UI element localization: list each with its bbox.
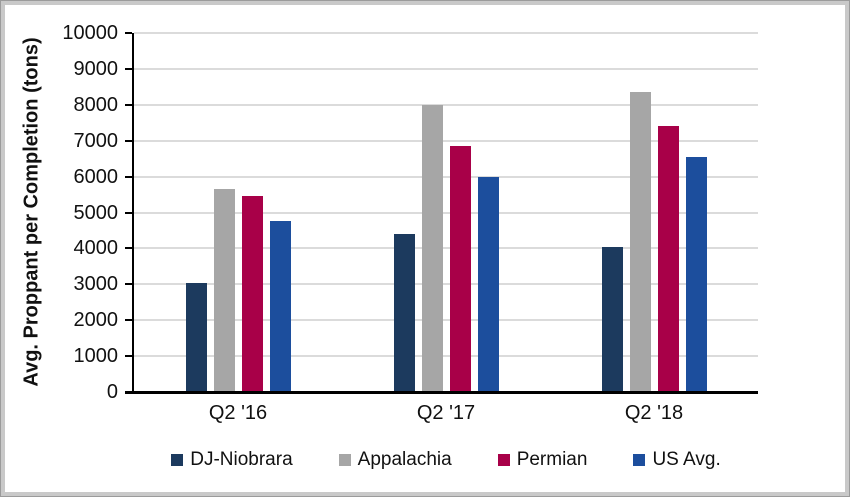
bar-dj-niobrara-q2-18 <box>601 246 623 392</box>
y-tick-mark-9000 <box>125 67 132 70</box>
legend-item-appalachia: Appalachia <box>338 449 452 471</box>
y-tick-mark-8000 <box>125 103 132 106</box>
x-axis-line <box>125 391 758 394</box>
gridline-4000 <box>134 247 758 250</box>
legend-swatch-dj-niobrara <box>171 454 184 466</box>
gridline-9000 <box>134 67 758 70</box>
y-tick-mark-5000 <box>125 211 132 214</box>
bar-dj-niobrara-q2-17 <box>393 234 415 392</box>
y-tick-mark-3000 <box>125 283 132 286</box>
y-tick-label-2000: 2000 <box>73 309 119 332</box>
y-tick-mark-6000 <box>125 175 132 178</box>
legend-swatch-permian <box>497 454 510 466</box>
x-category-label-q2-17: Q2 '17 <box>416 402 476 424</box>
legend-label-dj-niobrara: DJ-Niobrara <box>190 449 293 470</box>
bar-permian-q2-16 <box>241 196 263 392</box>
y-tick-label-6000: 6000 <box>73 165 119 188</box>
bar-us-avg-q2-18 <box>685 156 707 392</box>
gridline-1000 <box>134 355 758 358</box>
legend-label-permian: Permian <box>516 449 588 470</box>
y-tick-mark-7000 <box>125 139 132 142</box>
legend-item-us-avg: US Avg. <box>633 449 721 471</box>
gridline-3000 <box>134 283 758 286</box>
bar-appalachia-q2-18 <box>629 92 651 392</box>
y-tick-label-0: 0 <box>106 381 118 403</box>
gridline-2000 <box>134 319 758 322</box>
y-tick-label-9000: 9000 <box>73 57 119 80</box>
y-tick-label-10000: 10000 <box>62 22 118 44</box>
legend: DJ-Niobrara Appalachia Permian US Avg. <box>134 449 758 471</box>
gridline-8000 <box>134 103 758 106</box>
x-category-label-q2-16: Q2 '16 <box>208 402 268 424</box>
legend-label-us-avg: US Avg. <box>652 449 721 470</box>
bar-us-avg-q2-17 <box>477 176 499 392</box>
y-tick-label-3000: 3000 <box>73 273 119 296</box>
bar-appalachia-q2-17 <box>421 104 443 392</box>
y-tick-label-1000: 1000 <box>73 345 119 368</box>
y-axis-line <box>132 33 134 392</box>
bar-appalachia-q2-16 <box>213 189 235 392</box>
legend-swatch-us-avg <box>633 454 646 466</box>
legend-label-appalachia: Appalachia <box>357 449 452 470</box>
y-tick-label-7000: 7000 <box>73 129 119 152</box>
bar-permian-q2-17 <box>449 146 471 392</box>
bar-us-avg-q2-16 <box>269 221 291 392</box>
x-category-label-q2-18: Q2 '18 <box>624 402 684 424</box>
y-tick-label-4000: 4000 <box>73 237 119 260</box>
gridline-6000 <box>134 175 758 178</box>
bar-permian-q2-18 <box>657 126 679 392</box>
gridline-5000 <box>134 211 758 214</box>
gridline-7000 <box>134 139 758 142</box>
y-tick-label-5000: 5000 <box>73 201 119 224</box>
y-tick-mark-4000 <box>125 247 132 250</box>
bar-dj-niobrara-q2-16 <box>185 282 207 392</box>
y-tick-mark-10000 <box>125 32 132 34</box>
legend-item-dj-niobrara: DJ-Niobrara <box>171 449 293 471</box>
legend-swatch-appalachia <box>338 454 351 466</box>
gridline-10000 <box>134 32 758 34</box>
y-tick-mark-1000 <box>125 355 132 358</box>
y-tick-label-8000: 8000 <box>73 93 119 116</box>
y-tick-mark-2000 <box>125 319 132 322</box>
legend-item-permian: Permian <box>497 449 588 471</box>
